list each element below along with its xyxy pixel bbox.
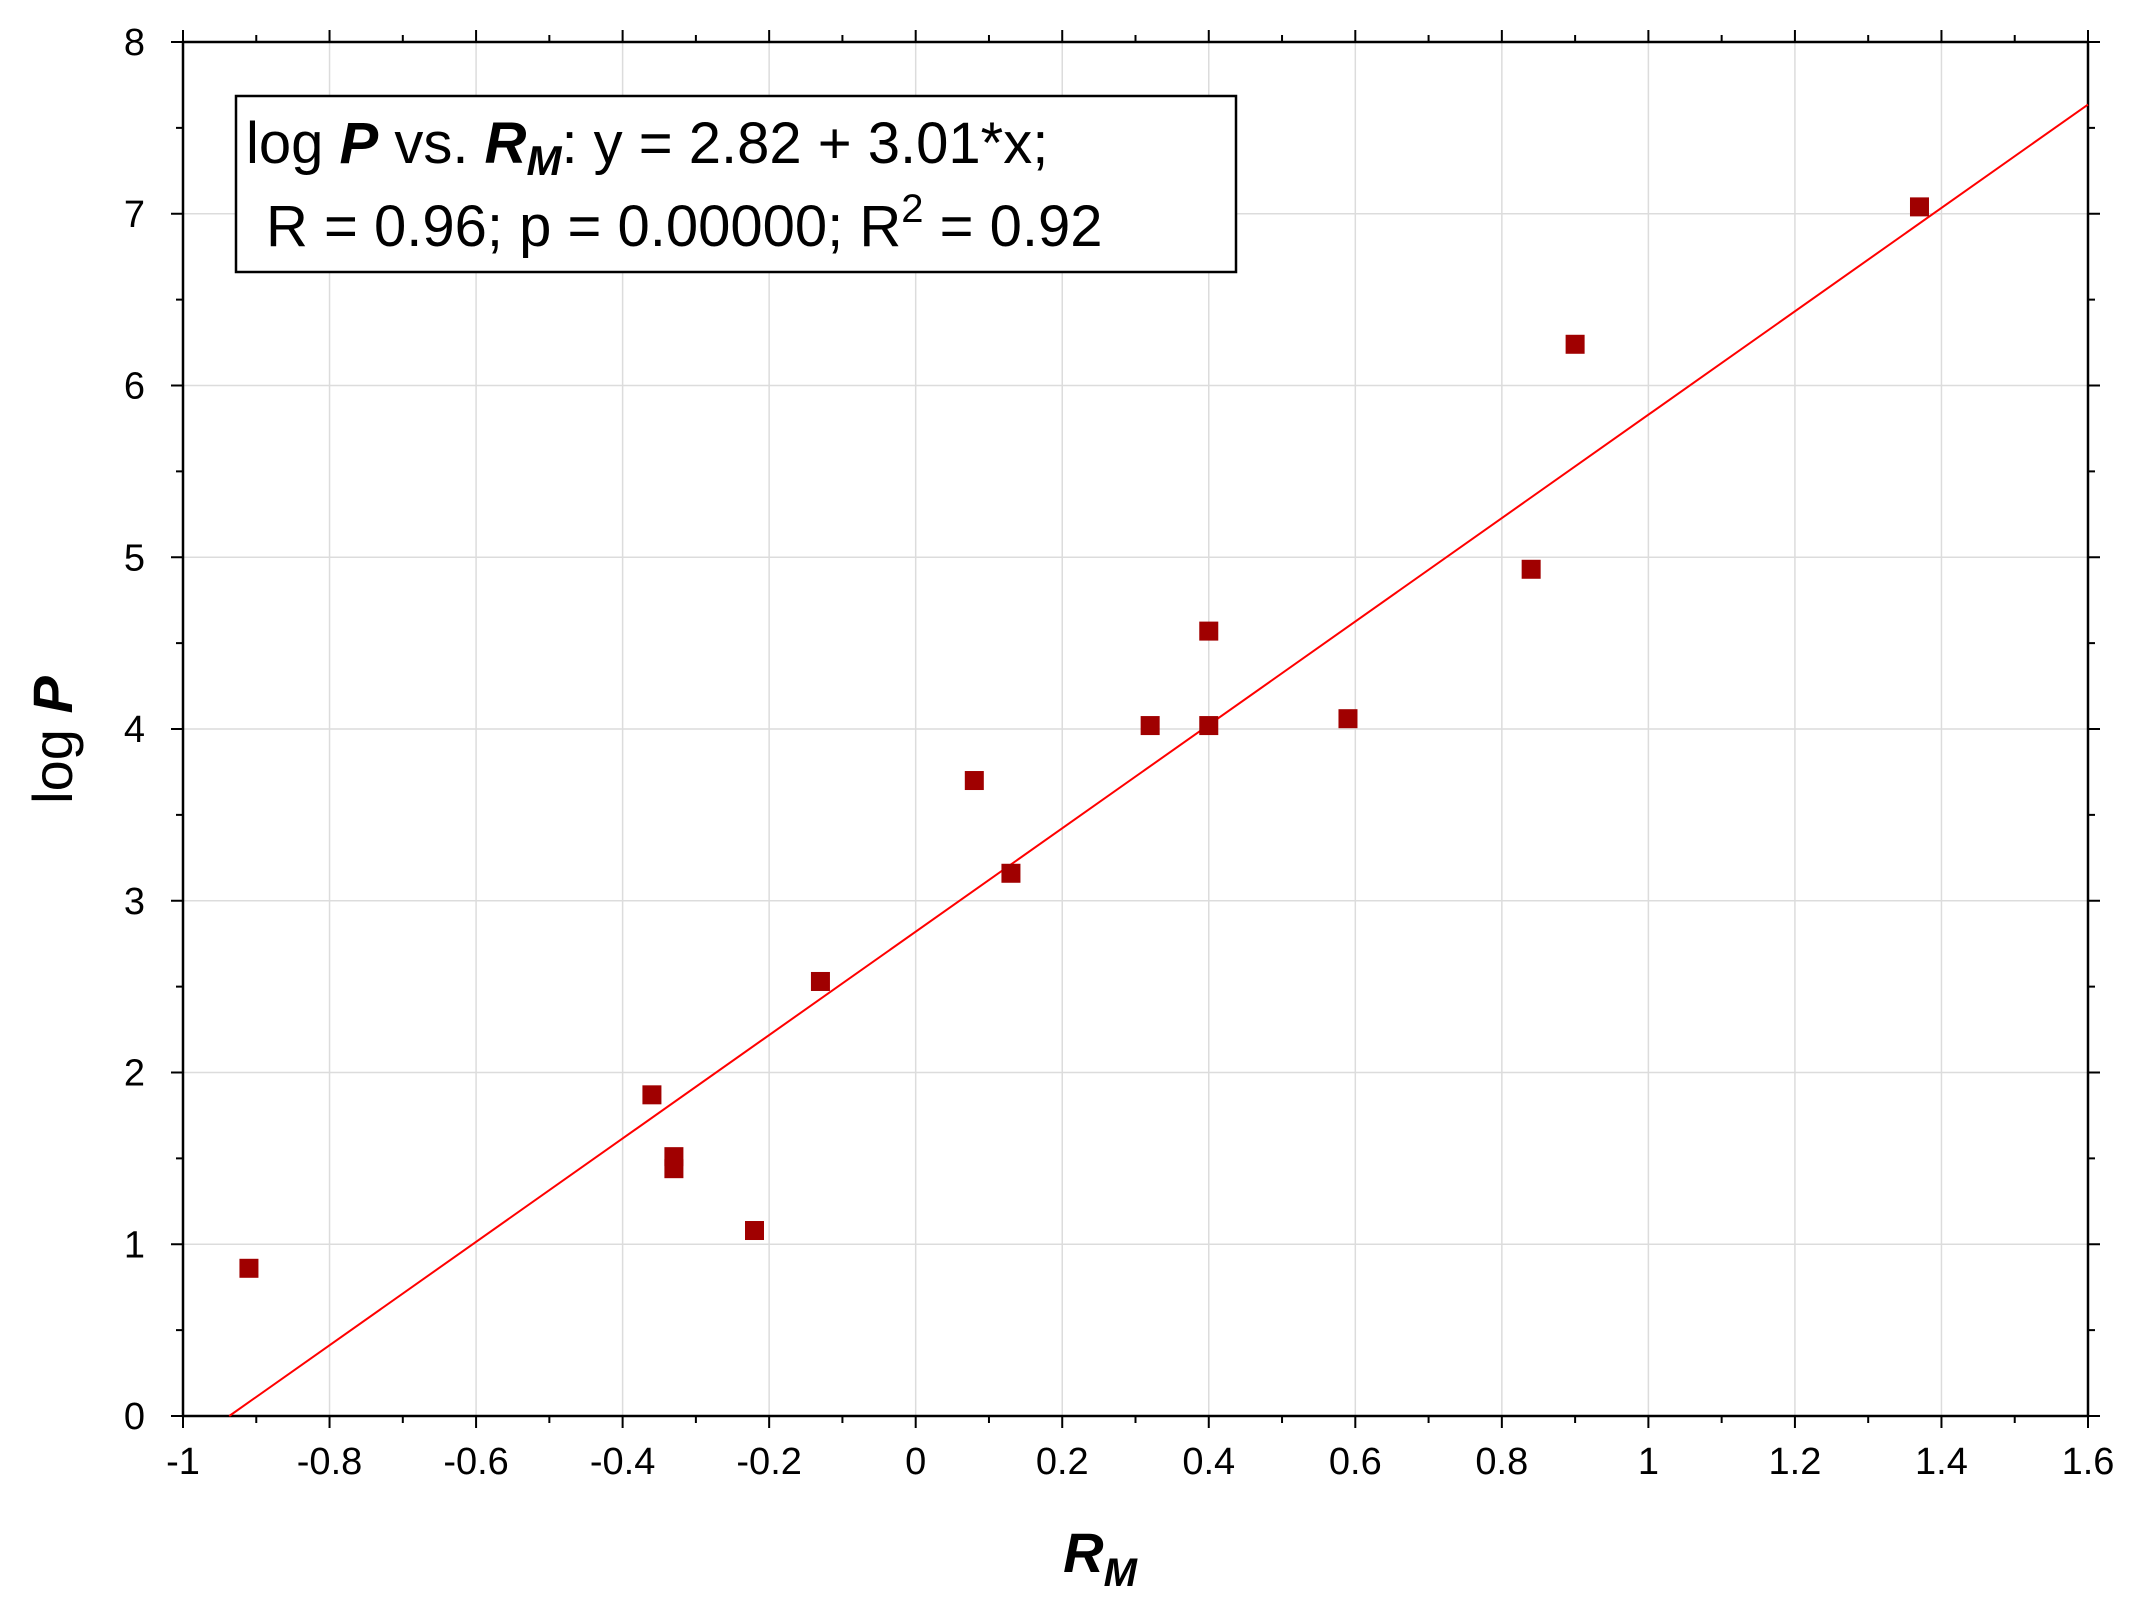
y-tick-labels: 0 1 2 3 4 5 6 7 8: [124, 22, 145, 1438]
legend-line-1: log P vs. RM: y = 2.82 + 3.01*x;: [246, 111, 1048, 184]
data-point: [1001, 863, 1021, 883]
data-point: [1199, 621, 1219, 641]
x-axis-title: RM: [1063, 1521, 1138, 1595]
x-tick-label: 0: [905, 1441, 926, 1483]
legend-box: [234, 94, 1238, 274]
fit-line-layer: [228, 103, 2089, 1417]
x-tick-label: 1.4: [1915, 1441, 1968, 1483]
data-point: [1140, 716, 1160, 736]
y-tick-label: 6: [124, 366, 145, 408]
x-tick-label: 0.2: [1036, 1441, 1089, 1483]
y-tick-label: 4: [124, 709, 145, 751]
x-tick-label: -0.8: [297, 1441, 362, 1483]
x-tick-label: 0.4: [1182, 1441, 1235, 1483]
y-tick-label: 2: [124, 1053, 145, 1095]
x-tick-label: -0.2: [736, 1441, 801, 1483]
y-tick-label: 0: [124, 1396, 145, 1438]
x-tick-labels: -1 -0.8 -0.6 -0.4 -0.2 0 0.2 0.4 0.6 0.8 1 1.2 1.4 1.…: [166, 1441, 2114, 1483]
data-point: [1199, 716, 1219, 736]
y-tick-label: 8: [124, 22, 145, 64]
data-point: [239, 1258, 259, 1278]
data-point: [964, 771, 984, 791]
y-axis-title: log P: [21, 676, 84, 804]
y-tick-label: 3: [124, 881, 145, 923]
y-tick-label: 7: [124, 194, 145, 236]
data-point: [1909, 197, 1929, 217]
legend-line-2: R = 0.96; p = 0.00000; R2 = 0.92: [266, 187, 1102, 259]
x-tick-label: 1: [1638, 1441, 1659, 1483]
x-tick-label: -0.4: [590, 1441, 655, 1483]
regression-line: [228, 103, 2089, 1417]
axis-ticks: [171, 30, 2100, 1428]
x-tick-label: 0.6: [1329, 1441, 1382, 1483]
regression-legend: log P vs. RM: y = 2.82 + 3.01*x; R = 0.9…: [234, 94, 1238, 274]
x-tick-label: 0.8: [1475, 1441, 1528, 1483]
y-tick-label: 1: [124, 1224, 145, 1266]
x-tick-label: 1.6: [2062, 1441, 2115, 1483]
data-points: [239, 197, 1929, 1278]
data-point: [1338, 709, 1358, 729]
x-tick-label: -1: [166, 1441, 200, 1483]
y-tick-label: 5: [124, 537, 145, 579]
data-point: [745, 1221, 764, 1241]
data-point: [664, 1159, 684, 1179]
data-point: [1565, 334, 1585, 354]
data-point: [810, 971, 830, 991]
data-point: [1521, 559, 1541, 579]
x-tick-label: -0.6: [443, 1441, 508, 1483]
x-tick-label: 1.2: [1769, 1441, 1822, 1483]
data-point: [642, 1085, 662, 1105]
